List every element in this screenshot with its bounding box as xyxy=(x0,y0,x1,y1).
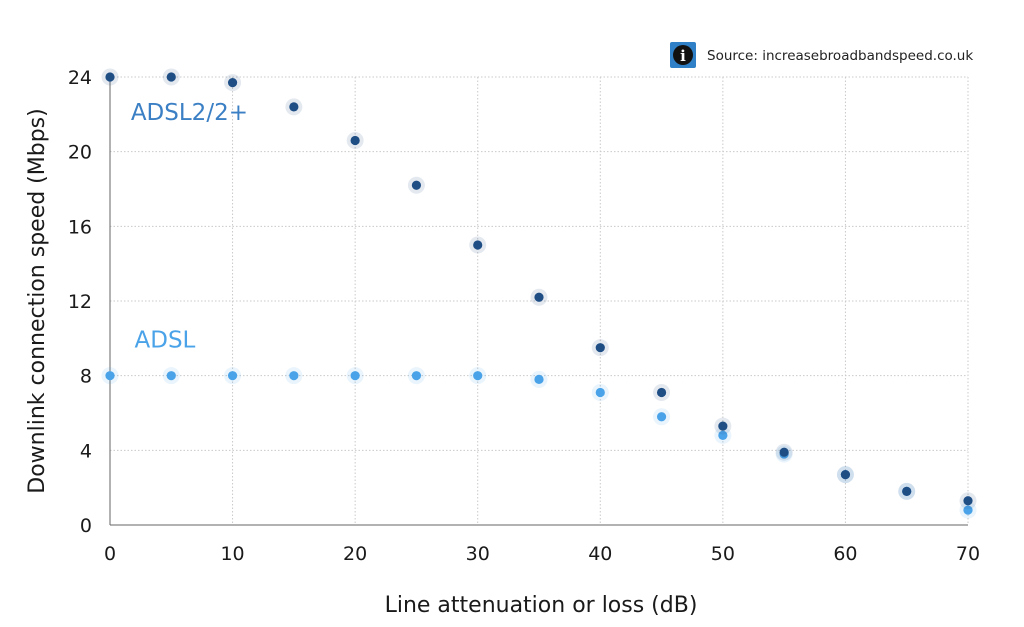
tick-labels: 0 10 20 30 40 50 60 70 0 4 8 12 16 20 24 xyxy=(68,67,980,565)
data-point xyxy=(350,135,360,146)
y-axis-title: Downlink connection speed (Mbps) xyxy=(25,108,50,493)
x-tick-label: 20 xyxy=(343,543,367,565)
x-tick-label: 50 xyxy=(711,543,735,565)
grid xyxy=(110,76,969,525)
data-point xyxy=(595,343,605,353)
source-text: Source: increasebroadbandspeed.co.uk xyxy=(707,48,973,64)
data-point xyxy=(350,371,360,381)
axes xyxy=(109,77,968,526)
data-point xyxy=(105,371,115,381)
info-icon-disc xyxy=(673,45,693,65)
info-icon-glyph: i xyxy=(680,47,686,65)
y-tick-label: 20 xyxy=(68,142,92,164)
data-point xyxy=(902,486,912,496)
y-tick-label: 24 xyxy=(68,67,92,89)
data-point xyxy=(595,387,605,398)
data-point xyxy=(473,240,483,250)
data-point xyxy=(779,447,789,457)
data-point xyxy=(963,505,973,515)
y-tick-label: 12 xyxy=(68,291,92,313)
data-point xyxy=(289,102,299,112)
x-tick-label: 0 xyxy=(104,543,116,565)
data-series xyxy=(101,68,977,519)
series-adsl2-2- xyxy=(101,68,977,510)
data-point xyxy=(227,371,238,381)
data-point xyxy=(534,292,544,302)
data-point xyxy=(289,371,299,381)
x-tick-label: 10 xyxy=(220,543,244,565)
data-point xyxy=(963,496,973,506)
data-point xyxy=(166,371,176,381)
x-tick-label: 40 xyxy=(588,543,612,565)
data-point xyxy=(227,78,238,88)
data-point xyxy=(411,180,422,190)
y-tick-label: 8 xyxy=(80,366,92,388)
x-axis-title: Line attenuation or loss (dB) xyxy=(385,593,698,618)
data-point xyxy=(656,412,667,422)
data-point xyxy=(840,470,851,480)
y-tick-label: 0 xyxy=(80,515,92,537)
data-point xyxy=(718,430,728,440)
x-tick-label: 30 xyxy=(466,543,490,565)
data-point xyxy=(534,374,544,384)
y-tick-label: 16 xyxy=(68,216,92,238)
data-point xyxy=(473,371,483,381)
series-label-adsl: ADSL xyxy=(135,328,196,354)
x-tick-label: 70 xyxy=(956,543,980,565)
data-point xyxy=(411,371,422,381)
series-adsl xyxy=(101,367,977,519)
data-point xyxy=(166,72,176,82)
data-point xyxy=(105,72,115,82)
series-label-adsl2: ADSL2/2+ xyxy=(131,100,248,126)
y-tick-label: 4 xyxy=(80,440,92,462)
data-point xyxy=(718,421,728,431)
x-tick-label: 60 xyxy=(833,543,857,565)
source-note: i Source: increasebroadbandspeed.co.uk xyxy=(670,42,973,68)
data-point xyxy=(656,387,667,398)
